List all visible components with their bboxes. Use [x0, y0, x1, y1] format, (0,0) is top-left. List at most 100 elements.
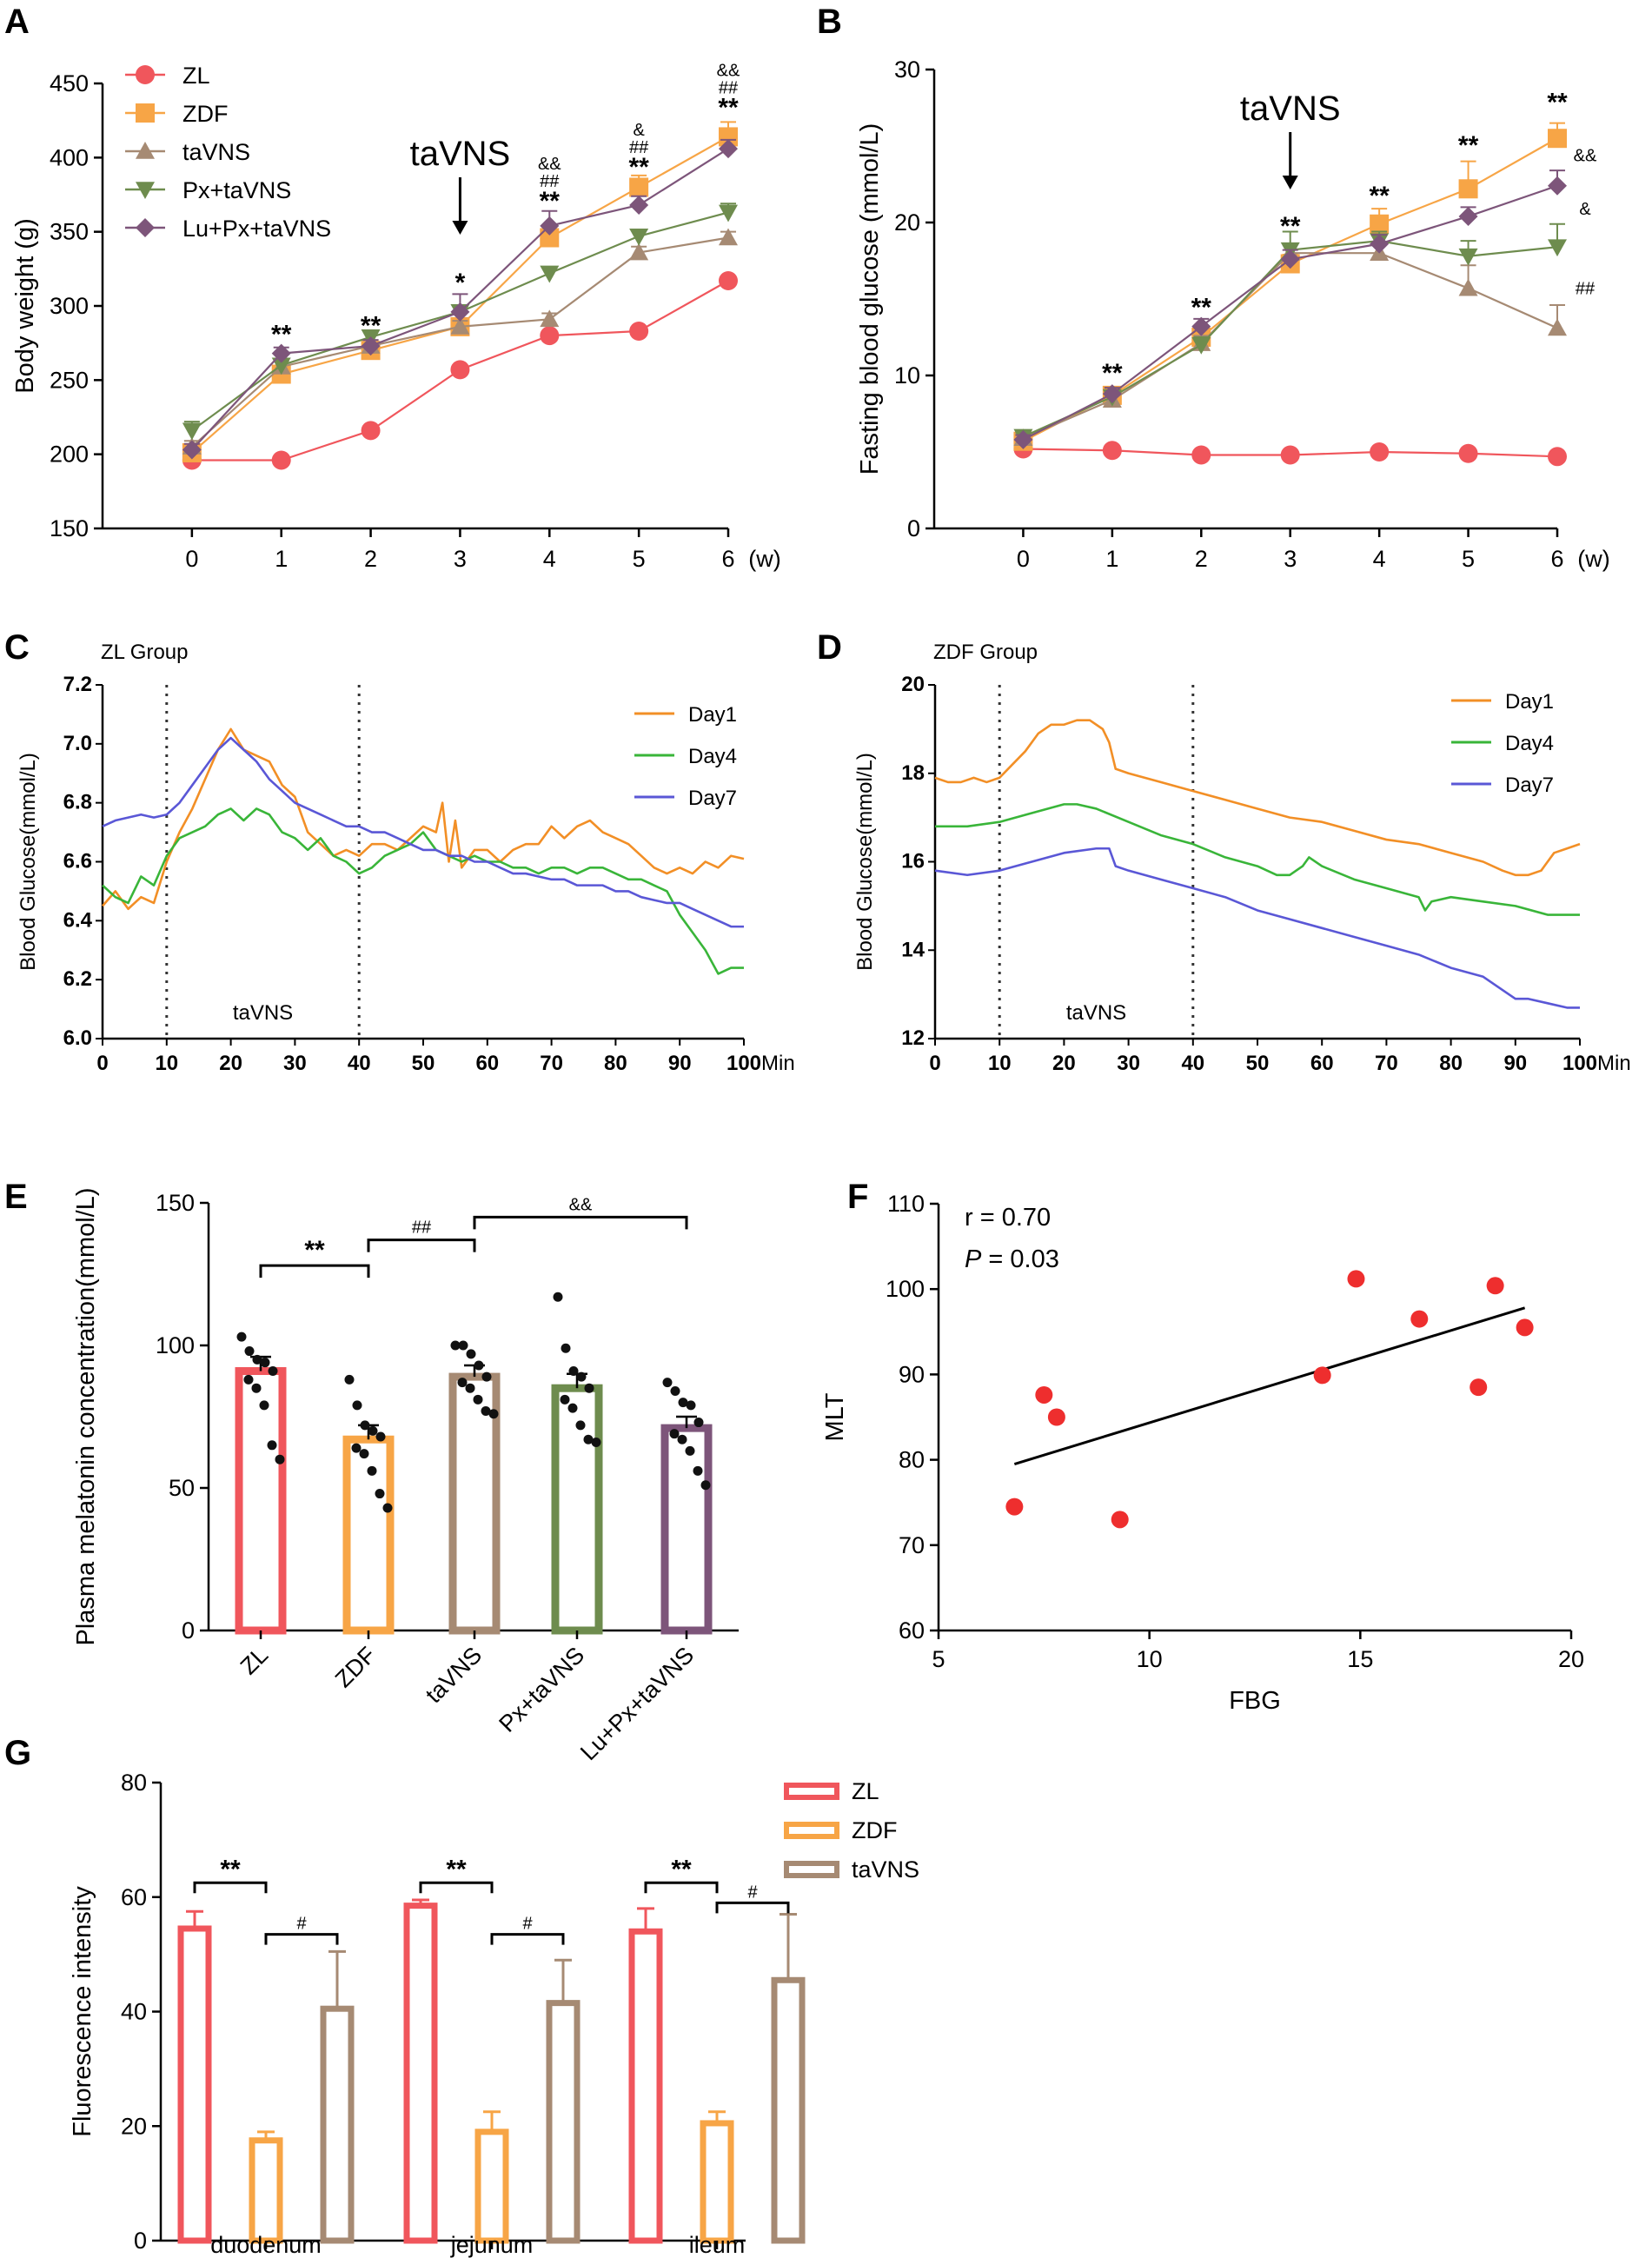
data-point-px-tavns	[182, 423, 202, 441]
individual-data-point	[561, 1344, 571, 1353]
x-tick-label: 4	[1373, 546, 1386, 572]
data-point-tavns	[1548, 318, 1567, 335]
individual-data-point	[275, 1455, 285, 1464]
x-tick-label: 70	[1375, 1052, 1398, 1075]
data-point-lu-px-tavns	[1459, 207, 1478, 226]
x-tick-label: 30	[1117, 1052, 1140, 1075]
x-tick-label: 90	[668, 1052, 692, 1075]
legend-label: Day1	[1505, 690, 1554, 714]
scatter-point	[1035, 1386, 1052, 1404]
y-tick-label: 16	[901, 850, 925, 873]
legend-label: taVNS	[182, 139, 250, 165]
series-line-tavns	[1023, 253, 1557, 438]
panel-g-chart: 0 20 40 60 80 Fluorescence intensity duodenum *…	[69, 1770, 919, 2258]
y-tick-label: 300	[50, 293, 89, 319]
x-tick-label: Px+taVNS	[494, 1642, 589, 1737]
significance-label: &	[633, 121, 645, 140]
y-axis-title: Fasting blood glucose (mmol/L)	[856, 123, 884, 475]
panel-c-chart: 6.06.26.46.66.87.07.20 10 20 30 40 50 60 70 80 90…	[17, 641, 795, 1075]
scatter-point	[1005, 1498, 1023, 1516]
y-tick-label: 6.8	[63, 791, 92, 814]
x-tick-label: 40	[1181, 1052, 1204, 1075]
x-tick-label: Lu+Px+taVNS	[575, 1642, 699, 1765]
data-point-zl	[1281, 446, 1300, 465]
y-tick-label: 20	[901, 673, 925, 696]
individual-data-point	[678, 1435, 687, 1444]
x-tick-label: 5	[1462, 546, 1475, 572]
x-tick-label: 20	[1052, 1052, 1076, 1075]
x-tick-label: 4	[543, 546, 556, 572]
individual-data-point	[489, 1409, 499, 1418]
bar	[478, 2132, 506, 2241]
y-tick-label: 450	[50, 70, 89, 96]
bar	[632, 1931, 660, 2241]
x-tick-label: 60	[1310, 1052, 1334, 1075]
y-tick-label: 10	[894, 362, 920, 389]
data-point-zdf	[1370, 215, 1389, 234]
x-tick-label: ileum	[689, 2232, 746, 2258]
panel-a-chart: 1502002503003504004500 1 2 3 4 5 6 (w)Body weig…	[11, 62, 781, 572]
y-tick-label: 350	[50, 219, 89, 245]
significance-bracket	[368, 1240, 474, 1252]
individual-data-point	[474, 1395, 483, 1405]
x-tick-label: 70	[540, 1052, 563, 1075]
legend-label: ZDF	[182, 101, 228, 127]
data-point-lu-px-tavns	[629, 196, 648, 215]
chart-title: ZL Group	[101, 641, 189, 664]
legend-label: ZDF	[852, 1817, 897, 1843]
x-tick-label: 0	[1017, 546, 1030, 572]
individual-data-point	[569, 1366, 579, 1376]
y-tick-label: 6.4	[63, 908, 93, 932]
p-value-symbol: P	[965, 1245, 982, 1273]
scatter-point	[1048, 1409, 1065, 1426]
panel-letter-e: E	[4, 1178, 28, 1216]
significance-label: ##	[629, 138, 649, 157]
significance-label: **	[361, 311, 381, 340]
x-tick-label: duodenum	[210, 2232, 322, 2258]
individual-data-point	[474, 1360, 484, 1370]
y-tick-label: 6.6	[63, 850, 92, 873]
data-point-zl	[629, 322, 648, 341]
data-point-px-tavns	[540, 266, 559, 283]
y-tick-label: 6.0	[63, 1026, 92, 1050]
panel-letter-f: F	[847, 1178, 868, 1216]
individual-data-point	[459, 1341, 468, 1351]
individual-data-point	[375, 1489, 385, 1498]
individual-data-point	[568, 1404, 578, 1413]
y-tick-label: 0	[182, 1617, 195, 1644]
y-tick-label: 60	[121, 1884, 147, 1910]
significance-label: ##	[412, 1219, 432, 1238]
individual-data-point	[687, 1400, 696, 1410]
significance-bracket	[646, 1883, 717, 1893]
legend-swatch	[786, 1785, 837, 1797]
p-value-label: P = 0.03	[965, 1245, 1059, 1273]
individual-data-point	[376, 1431, 386, 1441]
individual-data-point	[671, 1386, 680, 1396]
y-tick-label: 18	[901, 761, 925, 785]
x-tick-label: 0	[96, 1052, 108, 1075]
legend-swatch-marker	[136, 103, 155, 123]
significance-label: &&	[569, 1195, 593, 1214]
panel-letter-g: G	[4, 1734, 31, 1772]
significance-label: ##	[1576, 280, 1596, 299]
significance-label: #	[747, 1883, 758, 1902]
y-tick-label: 400	[50, 144, 89, 170]
bar	[774, 1980, 802, 2241]
individual-data-point	[577, 1372, 587, 1382]
individual-data-point	[260, 1400, 269, 1410]
y-tick-label: 7.2	[63, 673, 92, 696]
individual-data-point	[269, 1366, 278, 1376]
y-tick-label: 150	[156, 1190, 195, 1216]
significance-label: **	[671, 1855, 692, 1883]
x-tick-label: 5	[932, 1646, 945, 1672]
y-tick-label: 110	[887, 1191, 925, 1217]
regression-line	[1014, 1308, 1524, 1464]
legend-label: taVNS	[852, 1856, 919, 1883]
x-tick-label: 1	[275, 546, 288, 572]
y-axis-title: MLT	[821, 1392, 849, 1441]
significance-label: #	[296, 1915, 307, 1934]
legend-label: ZL	[852, 1778, 879, 1804]
y-tick-label: 0	[907, 515, 920, 541]
x-tick-label: 15	[1347, 1646, 1373, 1672]
x-tick-label: taVNS	[421, 1642, 487, 1708]
